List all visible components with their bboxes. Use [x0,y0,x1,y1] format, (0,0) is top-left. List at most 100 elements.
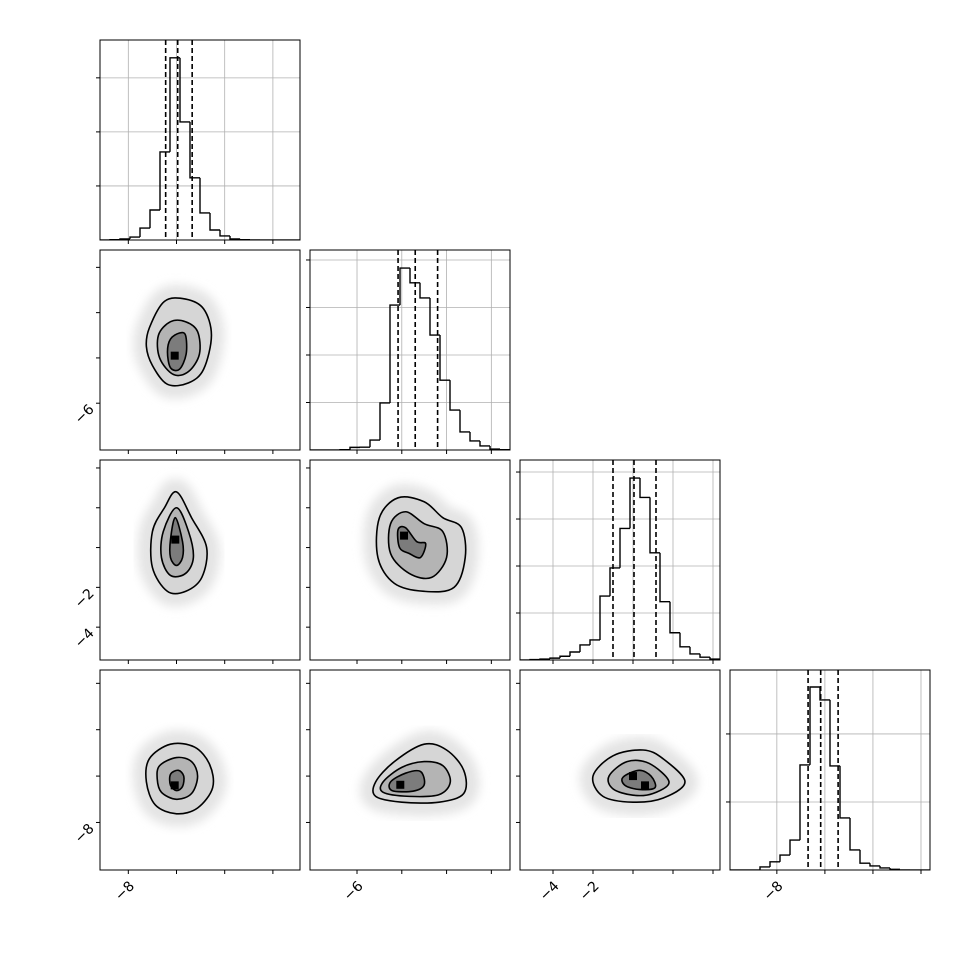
panel [306,249,511,454]
histogram-step [829,699,840,767]
histogram-step [559,655,570,659]
histogram-step [759,866,770,870]
y-tick-label: −6 [72,401,98,427]
panel: −6 [72,249,301,454]
plot-area [579,736,699,816]
histogram-step [869,863,880,867]
panel: −4 −2 [516,669,721,904]
panel-frame [519,459,721,661]
histogram-step [859,849,870,864]
histogram-step [889,867,900,870]
histogram-step [879,865,890,869]
plot-area [137,478,221,607]
histogram-step [479,440,490,447]
plot-area [132,730,227,827]
x-tick-label: −4 [537,878,563,904]
histogram-step [849,817,860,851]
y-tick-label: −4 [72,625,98,651]
histogram-step [349,446,360,450]
panel-frame [99,459,301,661]
y-tick-label: −8 [72,821,98,847]
histogram-step [789,839,800,856]
histogram-step [129,236,140,239]
histogram-step [159,151,170,210]
plot-area [363,483,479,605]
histogram-step [229,235,240,240]
histogram-step [569,651,580,657]
panel-frame [99,669,301,871]
panel-frame [309,249,511,451]
panel-frame [99,39,301,241]
plot-area [730,670,930,870]
histogram-step [179,57,190,123]
density-peak [629,772,637,781]
histogram-step [609,567,620,597]
histogram-step [119,238,130,240]
x-tick-label: −2 [577,878,603,904]
density-peak [400,531,409,540]
panel [516,459,721,664]
histogram-step [399,267,410,306]
histogram-step [619,527,630,568]
panel-frame [309,459,511,661]
histogram-step [549,657,560,660]
plot-area [133,284,225,399]
plot-area [520,460,720,660]
histogram-step [459,410,470,433]
histogram-step [699,653,710,658]
histogram-step [809,686,820,765]
histogram-step [369,439,380,448]
histogram-step [579,644,590,653]
histogram-step [219,230,230,237]
panel: −4 −2 [72,459,301,664]
density-peak [396,780,405,789]
histogram-step [139,227,150,238]
y-tick-label: −2 [72,586,98,612]
histogram-step [659,552,670,603]
histogram-step [409,268,420,284]
histogram-step [689,646,700,655]
panel: −8 [726,669,931,904]
x-tick-label: −8 [112,878,138,904]
plot-area [359,730,480,817]
histogram-step [449,380,460,411]
panel-frame [519,669,721,871]
histogram-step [669,601,680,634]
density-peak [170,781,179,790]
panel-frame [729,669,931,871]
panel-frame [99,249,301,451]
histogram-step [629,477,640,529]
histogram-step [589,639,600,645]
histogram-step [189,121,200,179]
histogram-step [379,402,390,441]
histogram-step [779,854,790,862]
histogram-step [439,335,450,381]
density-peak [170,351,179,360]
panel: −8 −8 [72,669,301,904]
histogram-step [419,282,430,299]
histogram-step [209,212,220,231]
plot-area [310,250,510,450]
density-peak [641,781,649,790]
panel-frame [309,669,511,871]
histogram-step [679,632,690,648]
histogram-step [599,595,610,640]
panel [96,39,301,244]
histogram-step [799,764,810,841]
histogram-step [169,57,180,152]
histogram-step [649,497,660,554]
histogram-step [429,297,440,336]
histogram-step [199,177,210,214]
panel: −6 [306,669,511,904]
histogram-step [819,687,830,701]
panel [306,459,511,664]
plot-area [100,40,300,240]
histogram-step [839,765,850,819]
histogram-step [469,431,480,442]
x-tick-label: −6 [341,878,367,904]
histogram-step [709,657,720,660]
density-peak [171,535,180,544]
density-contour [166,331,188,372]
histogram-step [389,304,400,403]
